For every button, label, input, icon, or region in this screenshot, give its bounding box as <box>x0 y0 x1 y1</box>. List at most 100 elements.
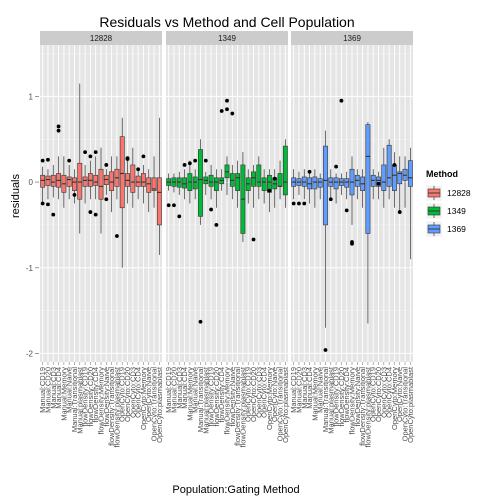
box-group <box>109 156 115 213</box>
outlier-point <box>56 124 61 129</box>
box-group <box>323 130 328 352</box>
box-body <box>151 177 157 191</box>
outlier-point <box>272 176 277 181</box>
box-body <box>261 177 267 191</box>
x-tick-label: OpenCyto:CD4 <box>134 367 143 418</box>
x-tick-label: flowDensity:Memory <box>97 367 106 435</box>
outlier-point <box>104 197 109 202</box>
box-group <box>328 169 334 202</box>
x-tick-label: OpenCyto:plasmablast <box>406 366 415 443</box>
x-tick-label: Manual:Naive <box>191 367 200 413</box>
x-tick-label: OpenCyto:Naive <box>144 367 153 422</box>
x-tick-label: Manual:Naive <box>316 367 325 413</box>
facet-strip-label: 1349 <box>218 34 236 43</box>
outlier-point <box>141 154 146 159</box>
box-body <box>182 177 187 189</box>
x-tick-label: Manual:Memory <box>185 367 194 421</box>
outlier-point <box>136 167 141 172</box>
box-group <box>229 111 235 200</box>
outlier-point <box>209 207 213 212</box>
y-tick-label: -1 <box>26 264 34 273</box>
x-tick-label: OpenCyto:CD19 <box>118 367 127 422</box>
outlier-point <box>182 163 187 167</box>
box-group <box>407 147 413 260</box>
box-group <box>103 163 109 202</box>
x-tick-label: OpenCyto:CD20 <box>123 367 132 422</box>
x-tick-label: OpenCyto:Memory <box>139 367 148 430</box>
outlier-point <box>203 158 208 163</box>
outlier-point <box>302 201 307 206</box>
x-tick-label: OpenCyto:Memory <box>265 367 274 430</box>
box-group <box>392 152 397 208</box>
box-body <box>386 144 392 187</box>
x-tick-label: Manual:CD3 <box>49 367 58 409</box>
box-group <box>272 169 278 208</box>
legend-title: Method <box>426 169 458 179</box>
box-group <box>187 160 193 204</box>
facet-strip-label: 12828 <box>90 34 113 43</box>
x-tick-label: Manual:CD4 <box>305 367 314 409</box>
y-tick-label: 1 <box>29 92 34 101</box>
box-group <box>87 154 93 214</box>
x-tick-label: flowDensity:CD19 <box>332 367 341 427</box>
outlier-point <box>56 128 61 133</box>
box-body <box>208 174 214 187</box>
box-group <box>45 157 51 207</box>
legend-label: 1369 <box>447 224 466 234</box>
box-body <box>251 171 256 187</box>
outlier-point <box>93 150 98 154</box>
box-body <box>135 175 141 187</box>
box-group <box>261 169 267 204</box>
outlier-point <box>187 161 192 166</box>
box-group <box>50 164 56 217</box>
x-tick-label: Manual:Transitional <box>70 367 79 433</box>
outlier-point <box>104 163 109 167</box>
box-group <box>296 171 302 206</box>
box-group <box>338 98 344 195</box>
box-group <box>77 83 83 234</box>
x-tick-label: flowDensity:Transitional <box>107 367 116 446</box>
x-tick-label: OpenCyto:Transitional <box>401 367 410 442</box>
box-group <box>72 169 77 204</box>
x-tick-label: flowDensity:CD20 <box>86 367 95 427</box>
box-group <box>125 156 130 204</box>
box-group <box>98 147 104 234</box>
facet-strip <box>166 31 288 45</box>
x-tick-label: flowDensity:plasmablast <box>112 366 121 447</box>
box-group <box>156 117 162 255</box>
outlier-point <box>219 109 224 113</box>
outlier-point <box>166 203 171 208</box>
x-tick-label: OpenCyto:CD20 <box>249 367 258 422</box>
outlier-point <box>125 157 130 161</box>
box-group <box>251 164 256 242</box>
outlier-point <box>339 98 344 103</box>
box-group <box>66 158 72 200</box>
x-tick-label: Manual:Transitional <box>321 367 330 433</box>
chart-title: Residuals vs Method and Cell Population <box>99 14 354 30</box>
box-group <box>192 158 198 200</box>
outlier-point <box>198 319 203 324</box>
box-body <box>317 178 323 188</box>
box-body <box>45 175 51 186</box>
x-tick-label: Manual:Memory <box>310 367 319 421</box>
box-group <box>349 156 355 246</box>
box-group <box>93 150 99 217</box>
x-tick-label: Manual:Transitional <box>196 367 205 433</box>
box-group <box>119 117 125 268</box>
outlier-point <box>193 158 198 163</box>
box-group <box>176 171 182 219</box>
outlier-point <box>397 210 402 214</box>
facet-panel: 1349Manual:CD19Manual:CD20Manual:CD3Manu… <box>164 31 290 447</box>
box-group <box>256 156 262 200</box>
x-tick-label: OpenCyto:CD19 <box>369 367 378 422</box>
y-tick-label: 0 <box>29 178 34 187</box>
outlier-point <box>376 181 381 186</box>
box-group <box>130 147 136 208</box>
outlier-point <box>251 237 256 242</box>
x-tick-label: Manual:plasmablast <box>201 366 210 434</box>
box-body <box>93 174 99 186</box>
outlier-point <box>334 164 338 169</box>
x-tick-label: flowDensity:Naive <box>353 367 362 427</box>
x-tick-label: OpenCyto:CD4 <box>260 367 269 418</box>
x-tick-label: Manual:CD3 <box>175 367 184 409</box>
